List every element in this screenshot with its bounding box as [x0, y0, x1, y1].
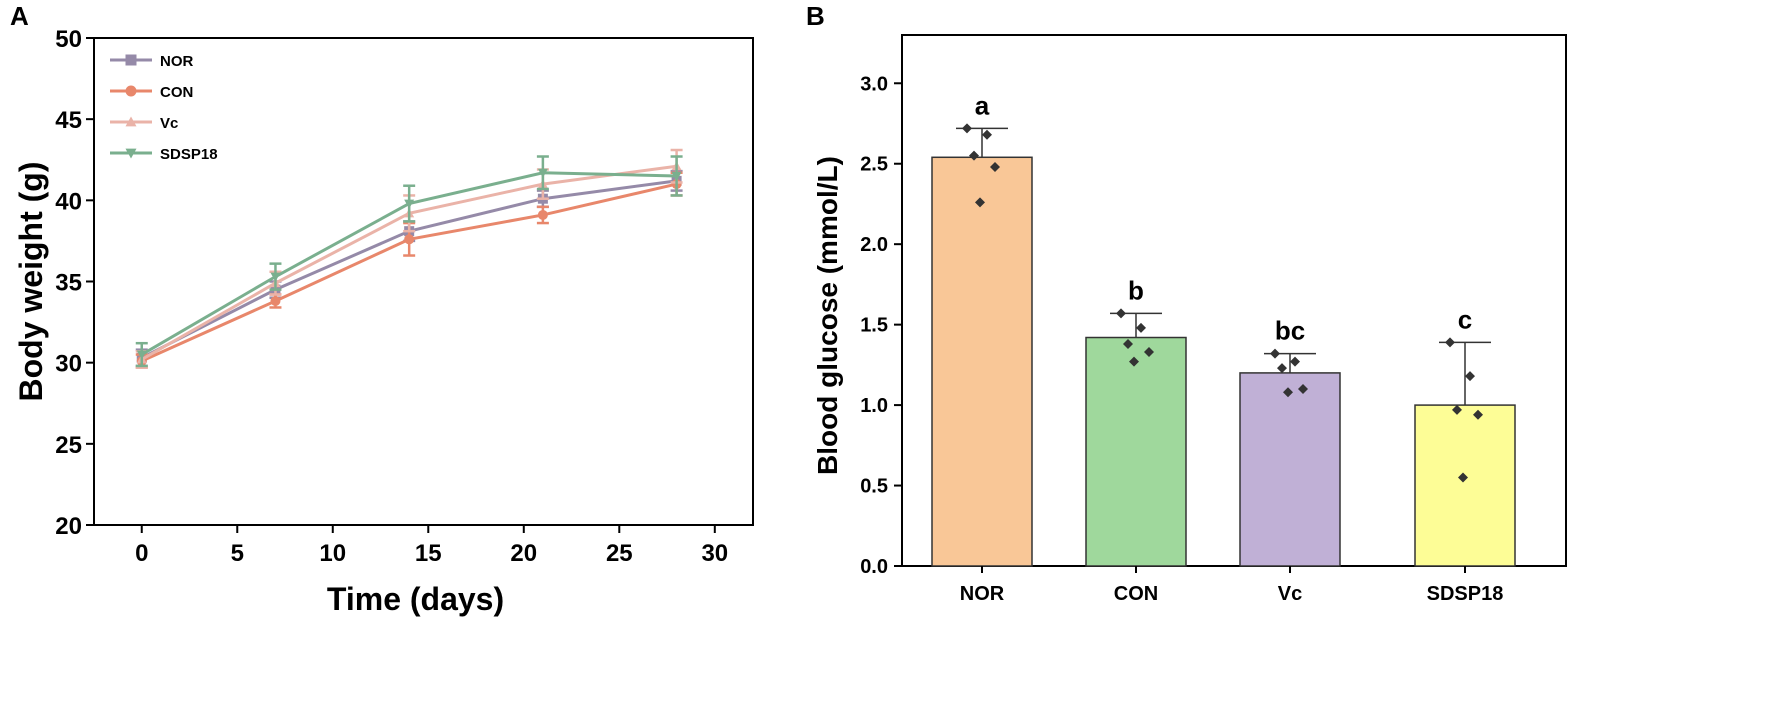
bar-sdsp18	[1414, 404, 1516, 567]
y-tick-label-b: 1.0	[860, 395, 888, 417]
data-point-b	[1129, 356, 1139, 367]
legend-label-vc: Vc	[160, 115, 178, 132]
data-point-b	[1277, 363, 1287, 374]
data-point-a	[671, 171, 682, 181]
y-tick-label-a: 50	[55, 26, 82, 53]
data-point-b	[1458, 472, 1468, 483]
y-tick-label-a: 40	[55, 188, 82, 215]
bar-con	[1085, 336, 1187, 567]
data-point-a	[270, 272, 281, 282]
y-tick-label-b: 0.0	[860, 556, 888, 578]
x-tick-label-a: 0	[135, 540, 148, 567]
significance-label-nor: a	[975, 90, 990, 120]
data-point-b	[990, 161, 1000, 172]
bar-group-nor: a	[931, 90, 1033, 567]
data-point-b	[982, 129, 992, 140]
body-weight-chart: 20 25 30 35 40 45 50 0 5 10 15 20 25 30 Time (days) Bod…	[13, 26, 754, 617]
legend-label-con: CON	[160, 84, 193, 101]
significance-label-sdsp18: c	[1458, 304, 1472, 334]
x-tick-label-vc: Vc	[1278, 583, 1302, 605]
data-point-b	[969, 150, 979, 161]
blood-glucose-chart: 0.0 0.5 1.0 1.5 2.0 2.5 3.0 Blood glucose (mmol…	[812, 34, 1567, 605]
data-point-a	[537, 209, 548, 220]
y-axis-title-b: Blood glucose (mmol/L)	[812, 156, 843, 475]
data-point-b	[1452, 404, 1462, 415]
data-point-b	[1445, 337, 1455, 348]
y-tick-label-a: 35	[55, 270, 82, 297]
data-point-b	[1116, 308, 1126, 319]
data-point-b	[1298, 384, 1308, 394]
x-tick-label-a: 5	[231, 540, 244, 567]
x-tick-label-nor: NOR	[960, 583, 1005, 605]
data-point-b	[1283, 387, 1293, 398]
bar-group-vc: bc	[1239, 316, 1341, 567]
legend-marker-con	[125, 85, 137, 97]
y-tick-label-a: 20	[55, 513, 82, 540]
bar-nor	[931, 156, 1033, 567]
data-point-b	[1144, 346, 1154, 357]
x-tick-label-con: CON	[1114, 583, 1158, 605]
data-point-b	[1270, 348, 1280, 359]
y-axis-title-a: Body weight (g)	[13, 162, 49, 402]
y-tick-label-b: 2.0	[860, 234, 888, 256]
x-tick-label-a: 30	[701, 540, 728, 567]
x-tick-label-a: 20	[510, 540, 537, 567]
plot-frame-a	[93, 37, 754, 526]
significance-label-vc: bc	[1275, 316, 1305, 346]
y-tick-label-b: 0.5	[860, 476, 888, 498]
data-point-b	[1465, 371, 1475, 382]
data-point-a	[270, 295, 281, 306]
x-tick-label-a: 15	[415, 540, 442, 567]
plot-frame-b	[901, 34, 1567, 567]
panel-a-label: A	[10, 1, 29, 31]
legend-label-sdsp18: SDSP18	[160, 146, 218, 163]
data-point-b	[1473, 409, 1483, 420]
series-sdsp18	[135, 155, 683, 368]
data-point-a	[136, 350, 147, 360]
data-point-b	[975, 197, 985, 208]
y-tick-label-b: 2.5	[860, 154, 888, 176]
data-point-b	[1123, 338, 1133, 349]
y-tick-label-a: 30	[55, 351, 82, 378]
data-point-a	[404, 199, 415, 209]
bar-group-con: b	[1085, 275, 1187, 567]
series-vc	[135, 148, 683, 369]
bar-group-sdsp18: c	[1414, 304, 1516, 567]
data-point-a	[404, 234, 415, 245]
y-tick-label-b: 3.0	[860, 73, 888, 95]
legend-marker-nor	[125, 54, 137, 66]
y-tick-label-b: 1.5	[860, 315, 888, 337]
y-tick-label-a: 45	[55, 107, 82, 134]
legend-marker-sdsp18	[125, 148, 137, 159]
legend-marker-vc	[125, 116, 137, 127]
y-tick-label-a: 25	[55, 432, 82, 459]
bar-vc	[1239, 372, 1341, 567]
x-tick-label-a: 25	[606, 540, 633, 567]
x-tick-label-a: 10	[319, 540, 346, 567]
data-point-a	[537, 168, 548, 178]
panel-b-label: B	[806, 1, 825, 31]
data-point-b	[962, 123, 972, 134]
data-point-b	[1290, 356, 1300, 367]
x-axis-title-a: Time (days)	[327, 581, 504, 617]
significance-label-con: b	[1128, 275, 1144, 305]
data-point-b	[1136, 322, 1146, 333]
x-tick-label-sdsp18: SDSP18	[1427, 583, 1504, 605]
legend-label-nor: NOR	[160, 53, 194, 70]
